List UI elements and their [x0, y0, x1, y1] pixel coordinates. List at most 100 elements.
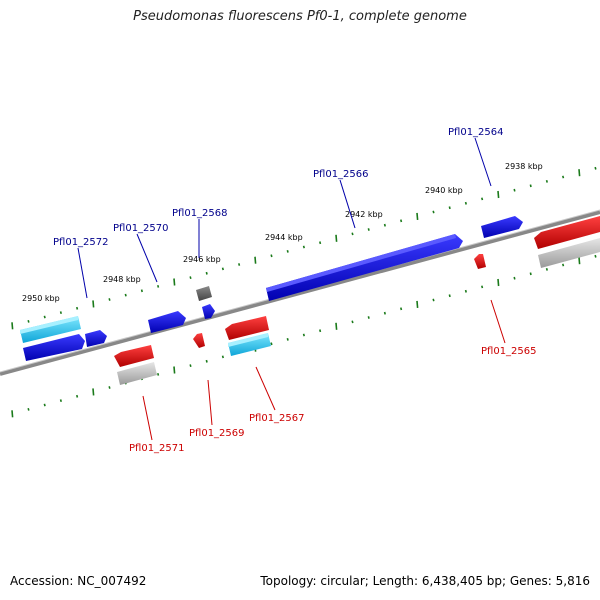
scale-tick-minor — [43, 315, 46, 319]
gene-arrow-forward[interactable] — [481, 216, 523, 238]
scale-tick-minor — [189, 364, 192, 367]
gene-label-pfl01-2566[interactable]: Pfl01_2566 — [313, 169, 369, 180]
scale-tick-major — [173, 278, 176, 286]
scale-tick-minor — [43, 403, 46, 407]
scale-tick-minor — [27, 408, 30, 411]
scale-tick-major — [335, 234, 338, 242]
gene-label-pfl01-2571[interactable]: Pfl01_2571 — [129, 443, 185, 454]
rna-feature-forward — [20, 316, 81, 343]
scale-tick-minor — [221, 355, 224, 359]
gene-arrow-reverse[interactable] — [114, 345, 154, 367]
genome-summary-text: Topology: circular; Length: 6,438,405 bp… — [260, 574, 590, 588]
scale-tick-minor — [529, 184, 532, 188]
scale-tick-minor — [367, 228, 370, 231]
scale-tick-minor — [27, 320, 30, 323]
scale-tick-minor — [562, 263, 565, 267]
scale-tick-minor — [108, 386, 111, 389]
gene-arrow-forward[interactable] — [266, 234, 463, 301]
scale-tick-minor — [464, 289, 467, 293]
scale-tick-minor — [108, 298, 111, 301]
accession-text: Accession: NC_007492 — [10, 574, 147, 588]
gene-arrow-forward[interactable] — [23, 334, 85, 361]
scale-tick-minor — [140, 289, 143, 293]
scale-tick-minor — [367, 316, 370, 319]
scale-tick-minor — [351, 232, 354, 236]
scale-tick-minor — [562, 175, 565, 179]
gene-label-pfl01-2565[interactable]: Pfl01_2565 — [481, 346, 537, 357]
scale-tick-major — [578, 257, 581, 265]
scale-tick-major — [578, 169, 581, 177]
scale-tick-minor — [448, 294, 451, 298]
gene-arrow-forward[interactable] — [85, 330, 107, 347]
scale-tick-minor — [157, 373, 160, 376]
scale-tick-minor — [205, 271, 208, 275]
gene-arrow-reverse[interactable] — [193, 333, 205, 348]
scale-label-2950: 2950 kbp — [22, 294, 60, 303]
scale-tick-minor — [286, 338, 289, 341]
scale-tick-minor — [594, 166, 597, 170]
scale-tick-minor — [270, 342, 273, 346]
scale-tick-minor — [59, 311, 62, 314]
scale-tick-minor — [481, 285, 484, 289]
scale-tick-major — [11, 410, 14, 418]
rna-feature-reverse-2 — [538, 238, 600, 268]
gene-leader-lines-reverse — [142, 299, 506, 441]
scale-tick-minor — [205, 359, 208, 363]
diagram-title: Pseudomonas fluorescens Pf0-1, complete … — [133, 9, 467, 24]
scale-tick-major — [416, 300, 419, 308]
gene-arrow-forward[interactable] — [202, 304, 215, 319]
scale-tick-minor — [238, 263, 241, 266]
scale-ticks-upper — [11, 166, 597, 330]
scale-tick-minor — [76, 394, 79, 398]
rna-feature-reverse — [117, 362, 157, 385]
scale-tick-minor — [545, 268, 548, 271]
gene-label-pfl01-2564[interactable]: Pfl01_2564 — [448, 127, 504, 138]
rna-feature-forward-2 — [228, 333, 271, 356]
gene-label-pfl01-2568[interactable]: Pfl01_2568 — [172, 208, 228, 219]
scale-tick-minor — [464, 201, 467, 205]
scale-tick-minor — [189, 276, 192, 279]
scale-tick-minor — [302, 333, 305, 337]
scale-tick-minor — [302, 245, 305, 249]
gene-label-pfl01-2572[interactable]: Pfl01_2572 — [53, 237, 109, 248]
scale-tick-minor — [432, 210, 435, 214]
scale-tick-major — [335, 322, 338, 330]
gene-label-pfl01-2567[interactable]: Pfl01_2567 — [249, 413, 305, 424]
scale-label-2940: 2940 kbp — [425, 186, 463, 195]
scale-tick-minor — [351, 320, 354, 324]
scale-tick-minor — [448, 206, 451, 210]
scale-tick-major — [416, 212, 419, 220]
scale-tick-minor — [270, 254, 273, 258]
gene-label-pfl01-2570[interactable]: Pfl01_2570 — [113, 223, 169, 234]
pseudogene-feature — [196, 286, 212, 301]
scale-tick-major — [92, 300, 95, 308]
scale-tick-major — [92, 388, 95, 396]
gene-label-pfl01-2569[interactable]: Pfl01_2569 — [189, 428, 245, 439]
genome-backbone — [0, 210, 600, 376]
scale-label-2948: 2948 kbp — [103, 275, 141, 284]
scale-tick-minor — [383, 223, 386, 227]
scale-tick-minor — [529, 272, 532, 276]
gene-arrow-reverse[interactable] — [225, 316, 269, 340]
scale-label-2944: 2944 kbp — [265, 233, 303, 242]
gene-arrow-forward[interactable] — [148, 311, 186, 333]
scale-tick-minor — [76, 306, 79, 310]
scale-tick-minor — [432, 298, 435, 302]
scale-tick-minor — [319, 329, 322, 333]
gene-leader-lines-forward — [77, 137, 492, 299]
scale-tick-minor — [286, 250, 289, 253]
scale-tick-minor — [400, 307, 403, 311]
scale-tick-minor — [124, 293, 127, 297]
scale-label-2938: 2938 kbp — [505, 162, 543, 171]
scale-tick-major — [497, 190, 500, 199]
gene-arrow-reverse[interactable] — [534, 216, 600, 249]
scale-tick-minor — [221, 267, 224, 271]
scale-tick-minor — [383, 311, 386, 315]
gene-arrow-reverse[interactable] — [474, 254, 486, 269]
scale-tick-minor — [400, 219, 403, 223]
scale-tick-minor — [513, 276, 516, 280]
scale-tick-major — [11, 322, 14, 330]
scale-tick-minor — [59, 399, 62, 402]
scale-tick-minor — [513, 188, 516, 192]
